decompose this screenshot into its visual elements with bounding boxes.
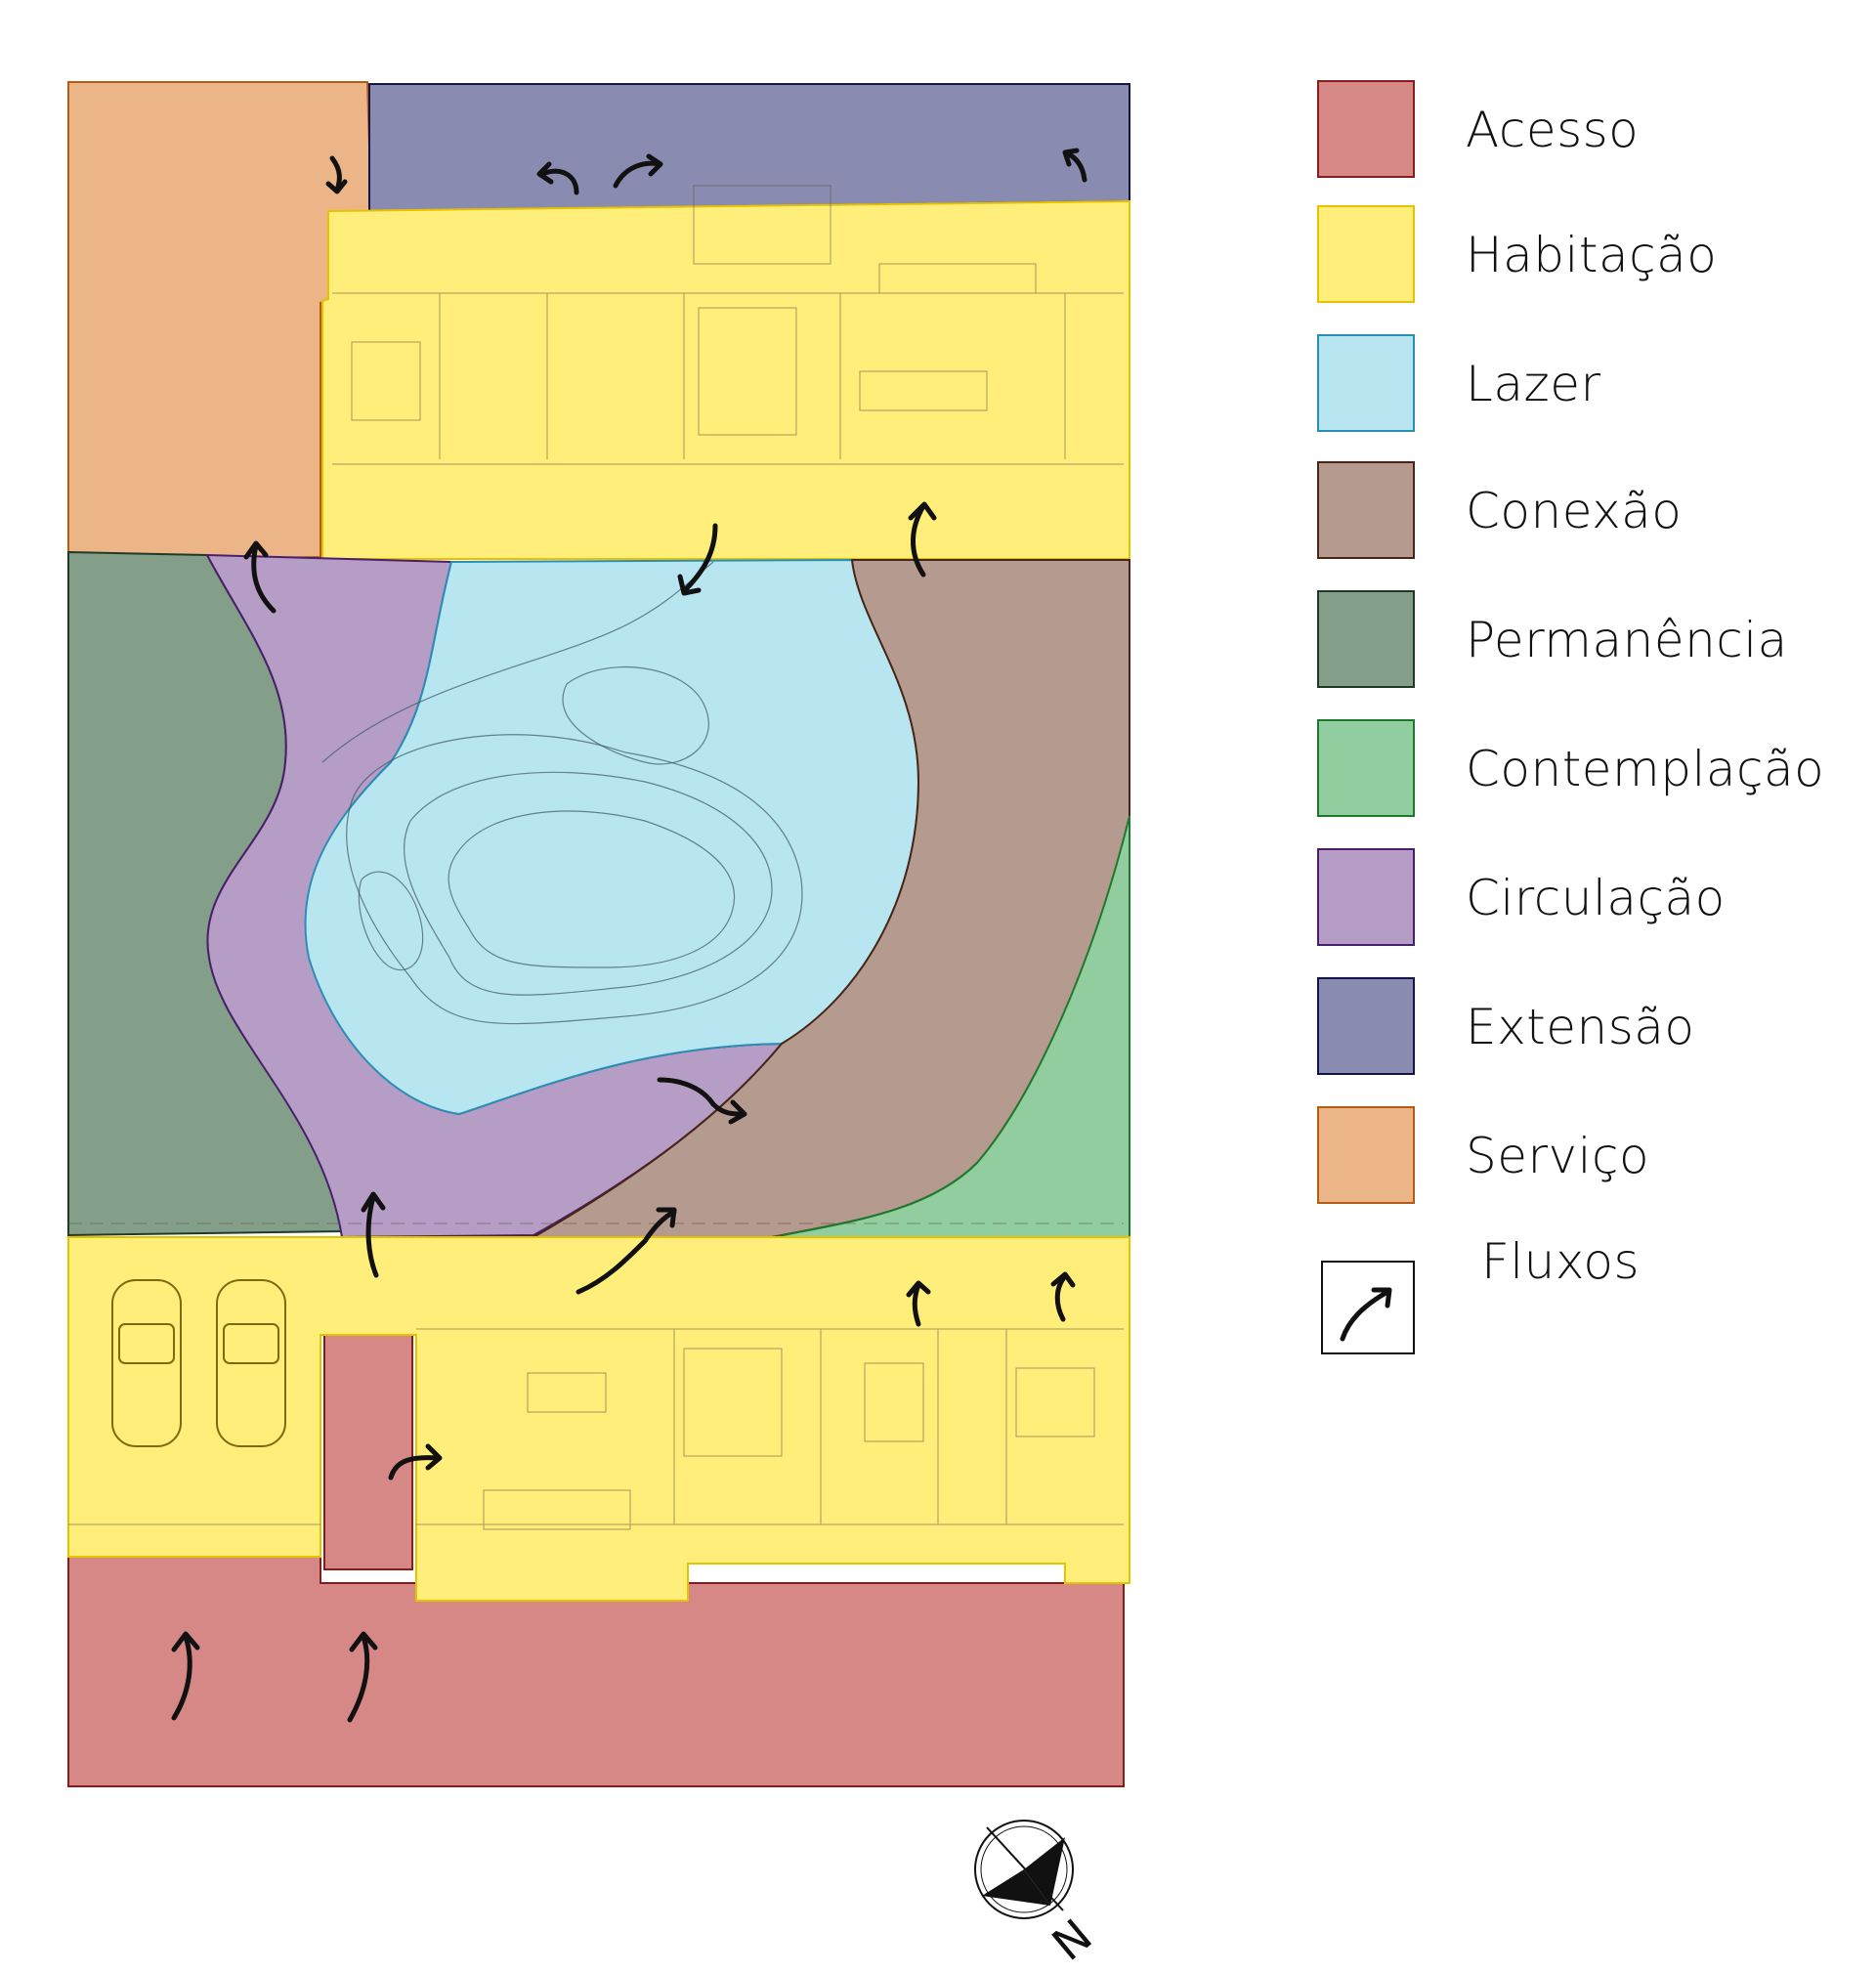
- legend-label: Contemplação: [1466, 741, 1825, 797]
- zone-habitacao-bottom: [67, 1236, 1130, 1602]
- legend-swatch: [1317, 205, 1415, 303]
- zone-extensao: [368, 83, 1130, 213]
- legend-item: Extensão: [1317, 977, 1864, 1079]
- legend-label: Extensão: [1466, 999, 1695, 1055]
- legend-label: Serviço: [1466, 1128, 1650, 1184]
- legend-item: Habitação: [1317, 205, 1864, 307]
- flow-arrows: [171, 148, 1087, 1723]
- legend-item: Conexão: [1317, 461, 1864, 563]
- legend-label: Acesso: [1466, 102, 1640, 158]
- legend-swatch: [1317, 977, 1415, 1075]
- pool-contour-inner: [448, 810, 736, 968]
- legend-swatch: [1317, 80, 1415, 178]
- legend-item: Acesso: [1317, 80, 1864, 182]
- legend-swatch: [1317, 848, 1415, 946]
- legend-item: Serviço: [1317, 1106, 1864, 1208]
- legend-item: Circulação: [1317, 848, 1864, 950]
- legend-label-flow: Fluxos: [1481, 1233, 1641, 1290]
- pool-contour-left: [358, 871, 424, 971]
- car-icon: [111, 1279, 286, 1447]
- legend-label: Habitação: [1466, 227, 1718, 283]
- legend-label: Lazer: [1466, 356, 1601, 412]
- legend-swatch: [1317, 590, 1415, 688]
- legend-swatch: [1317, 1106, 1415, 1204]
- zone-acesso-corridor: [323, 1334, 413, 1570]
- pool-contour-top: [562, 666, 709, 765]
- pool-path-line: [321, 561, 714, 763]
- bottom-floorplan-lines: [68, 1222, 1124, 1530]
- legend-swatch: [1317, 719, 1415, 817]
- legend-swatch: [1317, 461, 1415, 559]
- legend-item: Lazer: [1317, 334, 1864, 436]
- north-arrow-icon: [974, 1820, 1074, 1919]
- flow-arrow-icon: [1321, 1261, 1415, 1354]
- legend-item: Contemplação: [1317, 719, 1864, 821]
- legend-label: Circulação: [1466, 870, 1726, 926]
- legend-label: Conexão: [1466, 483, 1683, 539]
- top-floorplan-lines: [332, 185, 1124, 465]
- legend-item-flow: Fluxos: [1317, 1233, 1864, 1360]
- zone-habitacao-top: [321, 199, 1130, 560]
- legend-swatch: [1317, 334, 1415, 432]
- legend-item: Permanência: [1317, 590, 1864, 692]
- pool-contour-outer: [346, 734, 803, 1025]
- legend-label: Permanência: [1466, 612, 1788, 668]
- zone-contemplacao: [773, 815, 1130, 1238]
- pool-contour-mid: [403, 771, 773, 996]
